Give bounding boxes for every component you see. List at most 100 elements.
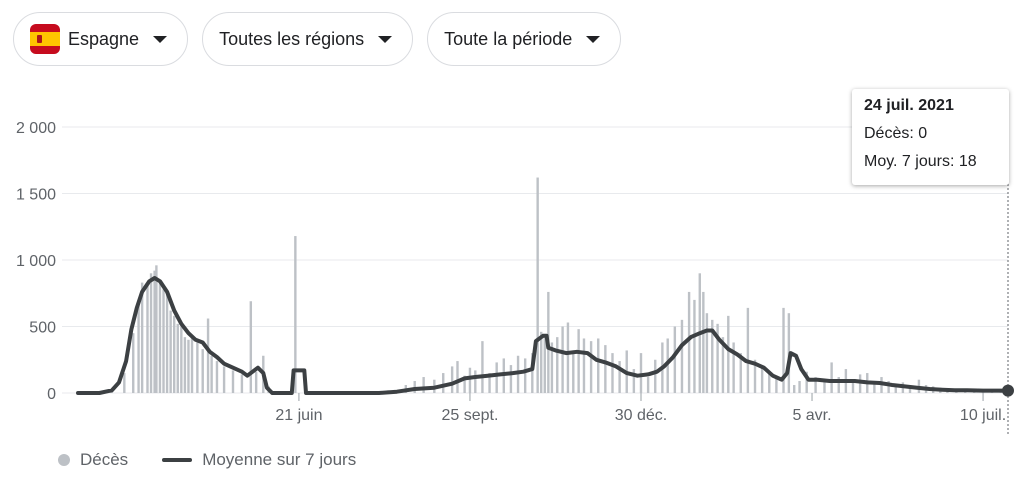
deaths-bar bbox=[577, 329, 580, 393]
deaths-bar bbox=[858, 374, 862, 393]
deaths-bar bbox=[711, 319, 714, 393]
deaths-bar bbox=[582, 338, 586, 393]
x-tick-label: 25 sept. bbox=[441, 407, 498, 424]
deaths-bar bbox=[155, 265, 158, 393]
deaths-bar bbox=[908, 387, 912, 393]
hover-point bbox=[1002, 384, 1014, 397]
deaths-bar bbox=[495, 362, 498, 393]
x-axis: 21 juin 25 sept. 30 déc. 5 avr. 10 juil. bbox=[275, 393, 1006, 424]
deaths-bar bbox=[249, 301, 253, 393]
y-tick-label: 1 000 bbox=[16, 253, 56, 270]
deaths-bar bbox=[705, 313, 709, 393]
deaths-bar bbox=[805, 371, 808, 393]
deaths-bar bbox=[782, 307, 785, 393]
deaths-bar bbox=[169, 310, 172, 393]
deaths-bar bbox=[206, 318, 210, 393]
deaths-bar bbox=[830, 362, 833, 393]
deaths-bar bbox=[153, 270, 156, 393]
deaths-bar bbox=[556, 337, 559, 393]
deaths-bar bbox=[732, 342, 735, 393]
deaths-bar bbox=[666, 338, 669, 393]
deaths-bar bbox=[632, 369, 636, 393]
deaths-bar bbox=[488, 373, 491, 393]
average-line bbox=[76, 276, 1010, 395]
x-tick-label: 5 avr. bbox=[792, 407, 831, 424]
deaths-bar bbox=[468, 367, 472, 393]
deaths-bars bbox=[110, 177, 1003, 393]
tooltip-deaths: Décès: 0 bbox=[864, 125, 928, 142]
deaths-bar bbox=[543, 337, 546, 393]
deaths-bar bbox=[721, 337, 725, 393]
deaths-bar bbox=[536, 177, 539, 393]
deaths-bar bbox=[146, 283, 149, 393]
y-tick-label: 500 bbox=[29, 320, 56, 337]
legend-line-swatch bbox=[162, 458, 193, 462]
country-label: Espagne bbox=[68, 28, 140, 49]
deaths-bar bbox=[240, 374, 244, 393]
deaths-bar bbox=[523, 358, 527, 393]
deaths-bar bbox=[887, 381, 890, 393]
deaths-bar bbox=[222, 366, 226, 393]
deaths-bar bbox=[215, 361, 219, 393]
deaths-bar bbox=[540, 331, 543, 393]
spain-flag-icon bbox=[30, 24, 60, 54]
chart-legend: Décès Moyenne sur 7 jours bbox=[58, 450, 356, 470]
deaths-bar bbox=[550, 342, 554, 393]
deaths-bar bbox=[727, 315, 730, 393]
deaths-bar bbox=[823, 379, 826, 393]
deaths-bar bbox=[851, 379, 855, 393]
deaths-bar bbox=[422, 377, 425, 393]
deaths-bar bbox=[639, 353, 643, 393]
deaths-bar bbox=[481, 341, 484, 393]
deaths-bar bbox=[760, 366, 764, 393]
deaths-bar bbox=[894, 385, 897, 393]
deaths-bar bbox=[123, 373, 126, 393]
deaths-bar bbox=[673, 326, 677, 393]
deaths-bar bbox=[180, 326, 183, 393]
deaths-bar bbox=[702, 291, 705, 393]
deaths-bar bbox=[158, 279, 162, 393]
y-tick-label: 1 500 bbox=[16, 187, 56, 204]
deaths-bar bbox=[450, 366, 454, 393]
deaths-bar bbox=[793, 385, 796, 393]
deaths-bar bbox=[572, 350, 575, 393]
y-tick-label: 0 bbox=[47, 386, 56, 403]
deaths-bar bbox=[814, 377, 817, 393]
deaths-bar bbox=[531, 353, 534, 393]
tooltip-average: Moy. 7 jours: 18 bbox=[864, 153, 977, 170]
deaths-bar bbox=[654, 359, 657, 393]
region-dropdown[interactable]: Toutes les régions bbox=[202, 12, 414, 66]
data-tooltip: 24 juil. 2021 Décès: 0 Moy. 7 jours: 18 bbox=[852, 89, 1009, 185]
period-label: Toute la période bbox=[444, 28, 573, 49]
deaths-bar bbox=[687, 291, 691, 393]
x-tick-label: 10 juil. bbox=[960, 407, 1006, 424]
deaths-bar bbox=[589, 341, 593, 393]
country-dropdown[interactable]: Espagne bbox=[13, 12, 189, 66]
deaths-chart[interactable]: 0 500 1 000 1 500 2 000 21 juin 25 sept. 30 dé… bbox=[0, 80, 1023, 440]
deaths-bar bbox=[173, 315, 176, 393]
deaths-bar bbox=[456, 361, 459, 393]
deaths-bar bbox=[768, 373, 771, 393]
deaths-bar bbox=[739, 353, 742, 393]
deaths-bar bbox=[753, 359, 757, 393]
deaths-bar bbox=[775, 375, 778, 393]
deaths-bar bbox=[137, 299, 140, 393]
period-dropdown[interactable]: Toute la période bbox=[427, 12, 622, 66]
deaths-bar bbox=[746, 307, 750, 393]
x-tick-label: 30 déc. bbox=[615, 407, 667, 424]
chevron-down-icon bbox=[586, 35, 601, 43]
deaths-bar bbox=[196, 342, 199, 393]
deaths-bar bbox=[294, 236, 297, 393]
chevron-down-icon bbox=[153, 35, 168, 43]
deaths-bar bbox=[165, 293, 169, 393]
deaths-bar bbox=[231, 370, 235, 393]
seven-day-average-line bbox=[76, 276, 1010, 395]
deaths-bar bbox=[254, 371, 258, 393]
deaths-bar bbox=[618, 361, 621, 393]
deaths-bar bbox=[210, 355, 213, 393]
tooltip-date: 24 juil. 2021 bbox=[864, 97, 954, 114]
deaths-bar bbox=[509, 365, 513, 393]
deaths-bar bbox=[837, 377, 840, 393]
deaths-bar bbox=[561, 326, 564, 393]
y-tick-label: 2 000 bbox=[16, 120, 56, 137]
